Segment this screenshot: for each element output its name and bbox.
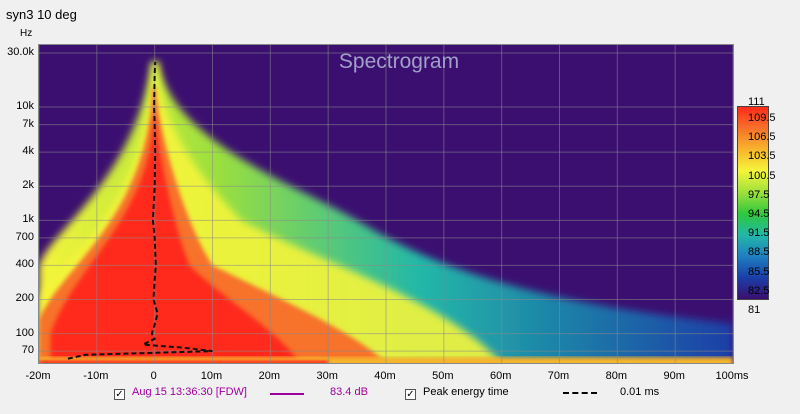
colorbar-tick-label: 100.5	[748, 169, 776, 182]
heat-red	[50, 118, 300, 363]
colorbar	[737, 106, 769, 300]
y-tick-label: 1k	[22, 213, 34, 226]
y-axis-unit: Hz	[20, 28, 33, 39]
y-tick-label: 200	[15, 292, 34, 305]
heat-low-band-core	[39, 360, 329, 363]
colorbar-tick-label: 103.5	[748, 150, 776, 163]
x-tick-label: 90m	[663, 370, 685, 382]
x-tick-label: 70m	[547, 370, 570, 382]
colorbar-tick-label: 109.5	[748, 112, 776, 124]
y-tick-label: 70	[21, 344, 34, 357]
colorbar-tick-label: 97.5	[748, 188, 770, 201]
y-tick-label: 7k	[22, 117, 34, 130]
chart-title: Spectrogram	[339, 50, 459, 73]
measurement-label: Aug 15 13:36:30 [FDW]	[132, 386, 247, 398]
x-tick-label: 0	[150, 370, 157, 382]
colorbar-tick-label: 88.5	[748, 246, 770, 259]
x-tick-label: -20m	[25, 370, 51, 382]
peak-energy-line	[67, 61, 213, 360]
peak-energy-swatch	[563, 392, 597, 394]
y-tick-label: 700	[15, 230, 34, 243]
measurement-swatch	[270, 393, 304, 395]
peak-energy-checkbox[interactable]: ✓	[405, 389, 416, 400]
spectrogram-plot[interactable]: Spectrogram	[38, 44, 734, 364]
window-title: syn3 10 deg	[6, 7, 77, 22]
x-tick-label: 40m	[374, 370, 396, 382]
x-tick-label: -10m	[83, 370, 109, 382]
measurement-value: 83.4 dB	[330, 386, 368, 398]
grid-lines	[39, 45, 733, 363]
y-tick-label: 400	[15, 258, 34, 271]
colorbar-max-label: 111	[748, 96, 765, 108]
x-tick-label: 30m	[316, 370, 338, 382]
spectrogram-svg: Spectrogram	[39, 45, 733, 363]
x-tick-label: 80m	[605, 370, 628, 382]
measurement-checkbox[interactable]: ✓	[114, 389, 125, 400]
x-tick-label: 50m	[432, 370, 454, 382]
y-tick-label: 2k	[22, 179, 34, 192]
x-tick-label: 20m	[258, 370, 281, 382]
colorbar-tick-label: 91.5	[748, 227, 770, 240]
colorbar-tick-label: 82.5	[748, 284, 770, 297]
colorbar-min-label: 81	[748, 304, 761, 316]
y-tick-label: 100	[15, 326, 34, 339]
colorbar-tick-label: 106.5	[748, 131, 776, 144]
y-tick-label: 10k	[16, 100, 34, 113]
x-tick-label: 100ms	[715, 370, 749, 382]
y-tick-label: 4k	[22, 145, 34, 158]
x-tick-label: 10m	[200, 370, 223, 382]
colorbar-tick-label: 94.5	[748, 208, 770, 220]
x-tick-label: 60m	[489, 370, 512, 382]
peak-energy-value: 0.01 ms	[620, 386, 660, 398]
colorbar-tick-label: 85.5	[748, 265, 770, 278]
peak-energy-label: Peak energy time	[423, 386, 509, 398]
y-tick-label: 30.0k	[7, 46, 34, 58]
